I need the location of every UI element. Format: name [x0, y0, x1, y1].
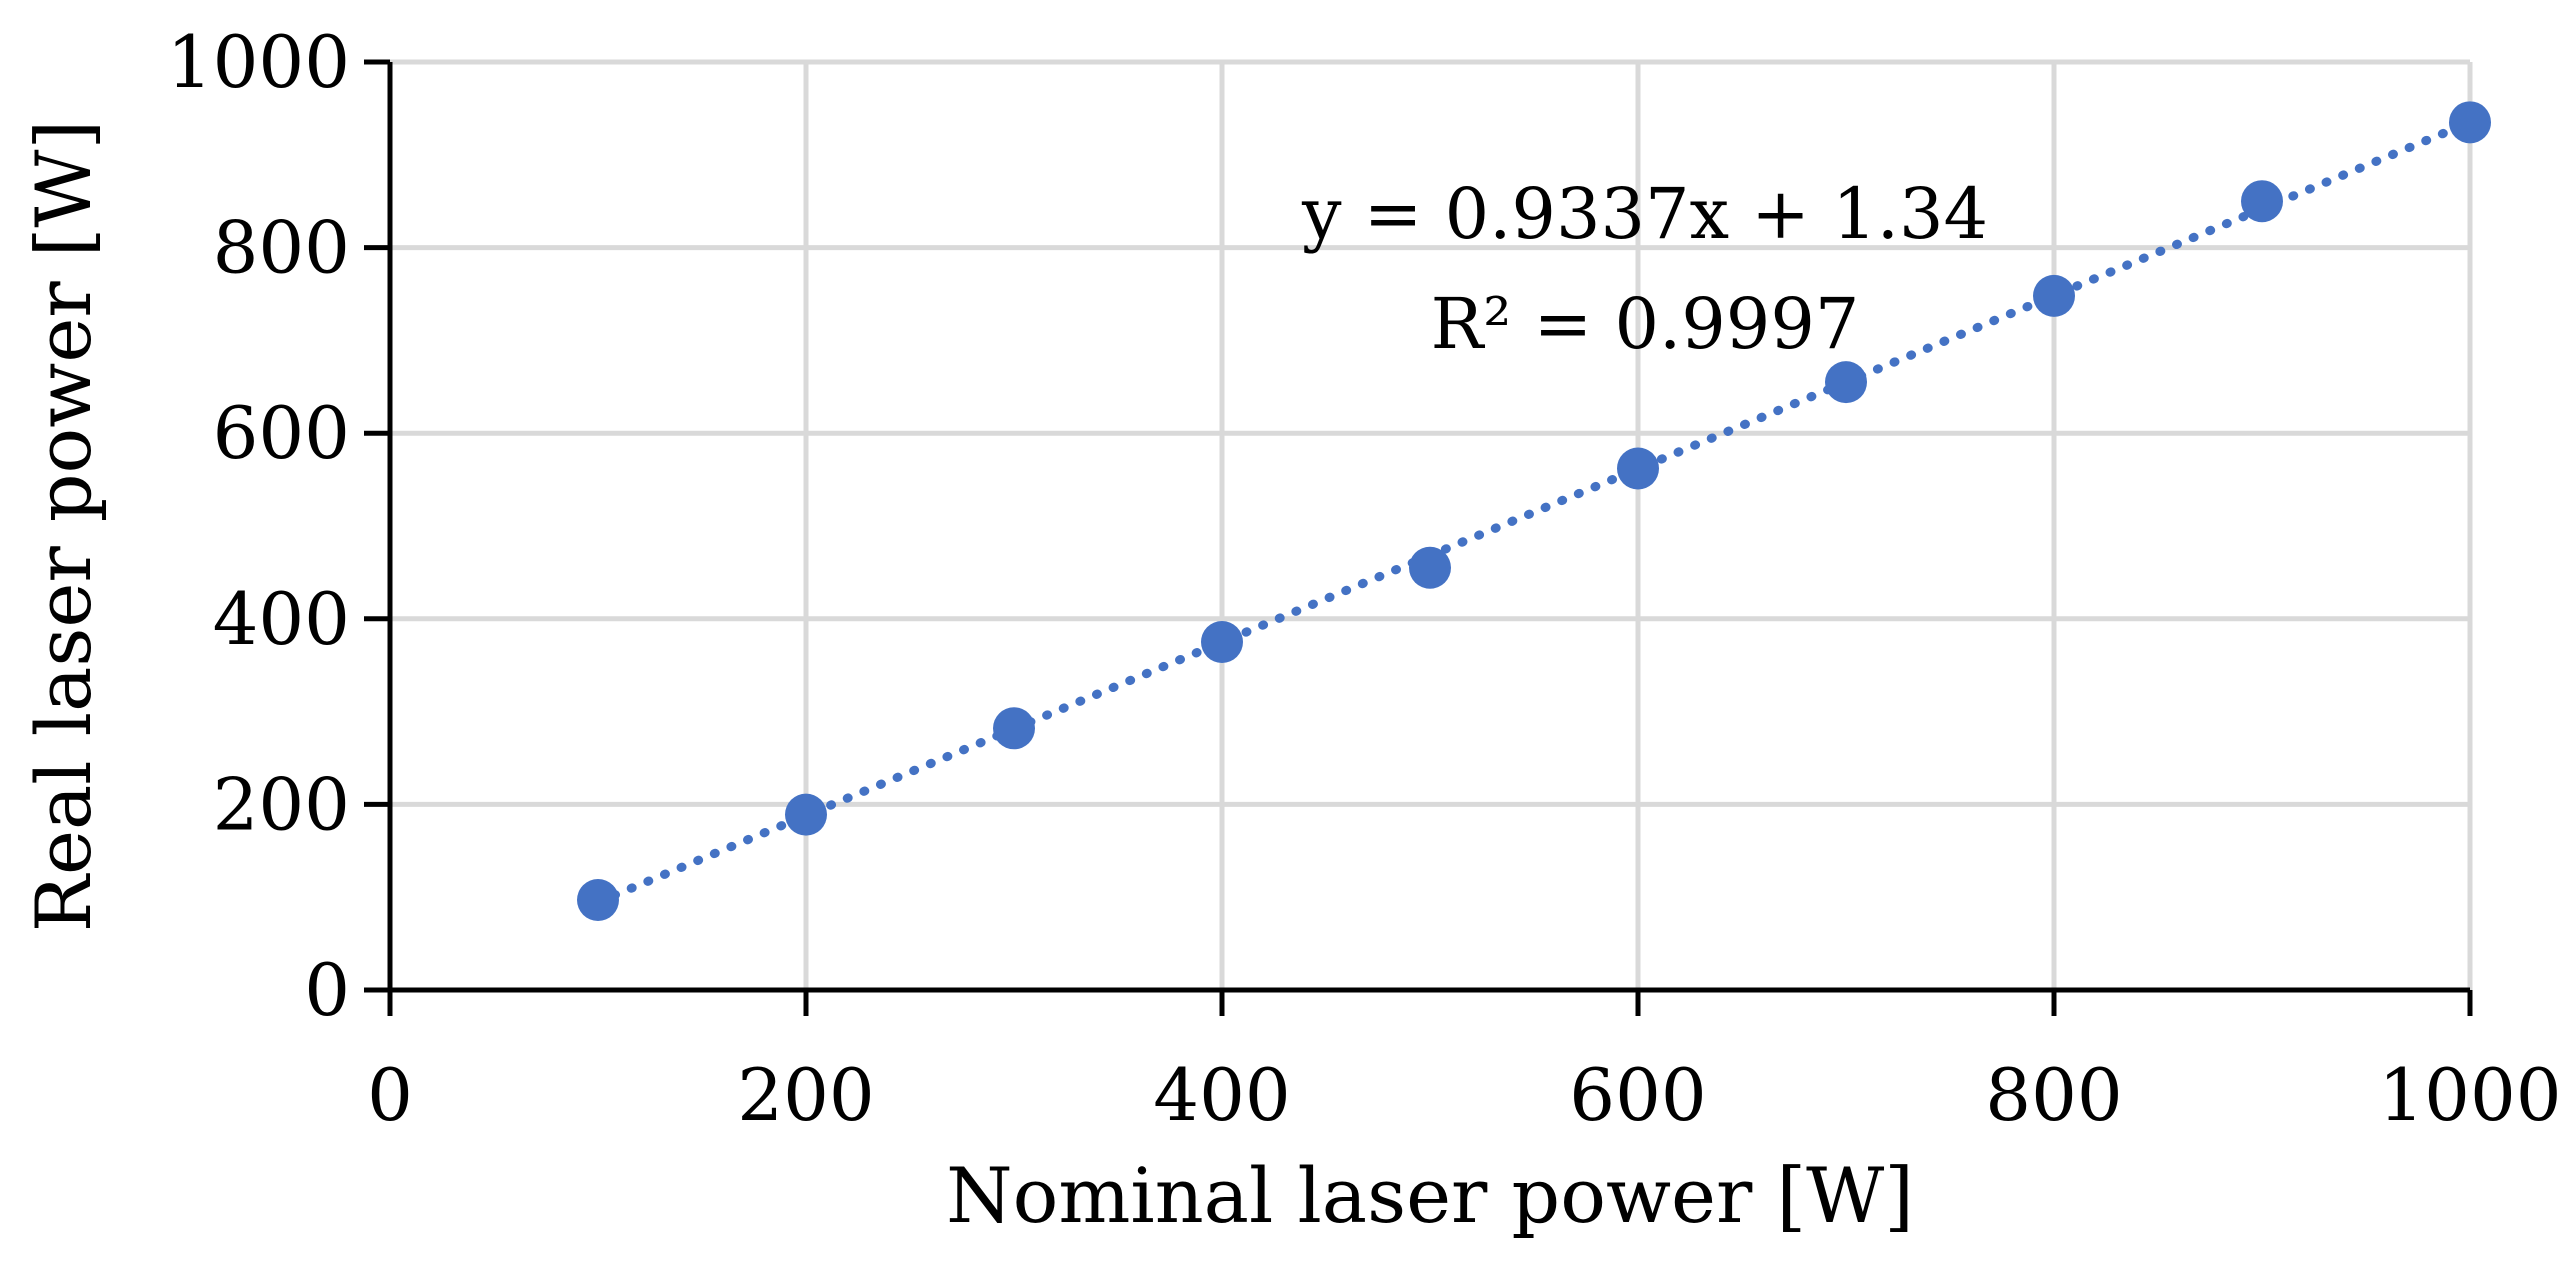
x-tick-label: 0: [367, 1053, 413, 1137]
y-tick-label: 1000: [167, 20, 350, 104]
data-point: [2033, 274, 2075, 317]
y-tick-label: 800: [213, 206, 350, 290]
data-point: [1825, 361, 1867, 404]
y-tick-label: 600: [213, 391, 350, 475]
x-tick-label: 200: [737, 1053, 874, 1137]
data-point: [785, 793, 827, 836]
data-point: [2449, 101, 2491, 144]
x-tick-label: 800: [1985, 1053, 2122, 1137]
y-tick-label: 400: [213, 577, 350, 661]
data-point: [993, 707, 1035, 750]
x-tick-label: 600: [1569, 1053, 1706, 1137]
data-point: [1617, 447, 1659, 490]
x-tick-label: 400: [1153, 1053, 1290, 1137]
data-point: [1201, 621, 1243, 663]
x-axis-title: Nominal laser power [W]: [946, 1151, 1914, 1240]
axis-layer: [364, 59, 2473, 1016]
data-point: [577, 878, 619, 921]
data-point-layer: [577, 101, 2491, 921]
trendline: [593, 117, 2475, 907]
tick-label-layer: 0 200 400 600 800 1000 0 200 400 600 800 1000: [167, 20, 2562, 1137]
y-tick-label: 0: [304, 948, 350, 1032]
y-tick-label: 200: [213, 762, 350, 846]
trendline-r-squared: R² = 0.9997: [1431, 283, 1860, 365]
trendline-layer: [593, 117, 2475, 907]
y-axis-title: Real laser power [W]: [19, 120, 108, 932]
data-point: [1409, 546, 1451, 589]
data-point: [2241, 180, 2283, 223]
grid-layer: [390, 59, 2473, 990]
trendline-equation: y = 0.9337x + 1.34: [1301, 173, 1988, 255]
x-tick-label: 1000: [2378, 1053, 2561, 1137]
